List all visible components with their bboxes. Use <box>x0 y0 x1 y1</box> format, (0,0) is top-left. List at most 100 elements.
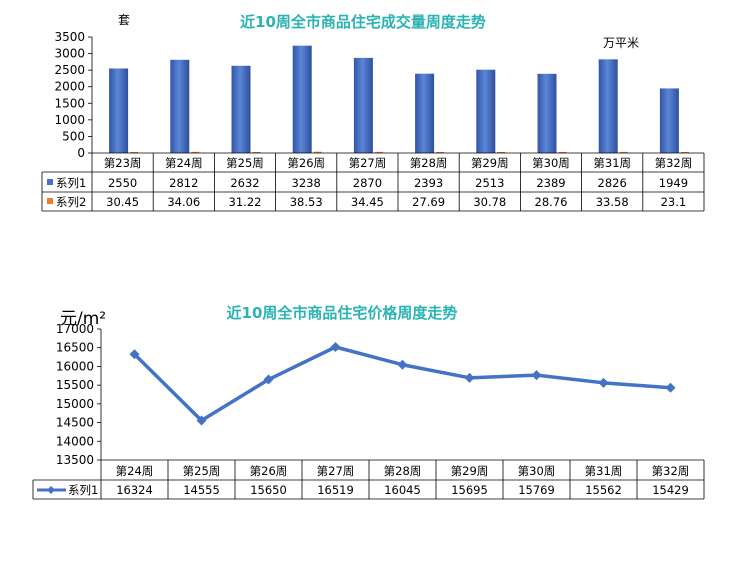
volume-table-value: 34.45 <box>351 195 384 209</box>
price-x-tick-label: 第24周 <box>116 464 154 478</box>
price-chart: 近10周全市商品住宅价格周度走势 元/m² 13500 14000 14500 150… <box>32 304 705 500</box>
volume-table-value: 2632 <box>230 176 259 190</box>
price-data-point <box>330 342 341 353</box>
volume-bar-series2 <box>619 151 628 153</box>
price-y-tick-label: 14500 <box>56 416 94 430</box>
volume-bar-series2 <box>191 151 200 153</box>
price-y-axis: 13500 14000 14500 15000 15500 16000 16500 17000 <box>56 322 102 467</box>
volume-table-value: 1949 <box>659 176 688 190</box>
price-x-tick-label: 第29周 <box>451 464 489 478</box>
volume-bar-series1 <box>537 73 557 153</box>
volume-table-value: 2389 <box>536 176 565 190</box>
price-table-value: 16519 <box>317 483 354 497</box>
price-series-line <box>133 345 671 423</box>
price-y-tick-label: 16500 <box>56 341 94 355</box>
volume-bars <box>109 45 689 154</box>
price-x-tick-label: 第28周 <box>384 464 422 478</box>
price-x-tick-label: 第32周 <box>652 464 690 478</box>
price-data-point <box>665 382 676 393</box>
volume-bar-series2 <box>497 151 506 153</box>
volume-bar-series2 <box>680 152 689 153</box>
volume-y-tick-label: 2500 <box>54 63 85 77</box>
volume-table-value: 2513 <box>475 176 504 190</box>
volume-x-tick-label: 第30周 <box>532 156 570 170</box>
volume-bar-series2 <box>374 151 383 153</box>
volume-y-tick-label: 3500 <box>54 30 85 44</box>
volume-table-value: 30.45 <box>106 195 139 209</box>
volume-y-tick-label: 500 <box>62 129 85 143</box>
volume-x-tick-label: 第25周 <box>226 156 264 170</box>
volume-table-value: 2826 <box>598 176 627 190</box>
volume-bar-series1 <box>353 57 373 153</box>
volume-table-value: 2393 <box>414 176 443 190</box>
volume-y-tick-label: 3000 <box>54 47 85 61</box>
price-data-point <box>397 359 408 370</box>
volume-table-value: 33.58 <box>596 195 629 209</box>
volume-table-value: 2812 <box>169 176 198 190</box>
volume-y-axis: 0 500 1000 1500 2000 2500 3000 3500 <box>54 30 93 160</box>
price-table-value: 15562 <box>585 483 622 497</box>
volume-x-tick-label: 第27周 <box>349 156 387 170</box>
volume-chart-title: 近10周全市商品住宅成交量周度走势 <box>240 13 486 31</box>
price-legend-swatch-marker <box>47 486 55 494</box>
volume-data-table: 第23周 第24周 第25周 第26周 第27周 第28周 第29周 第30周 第31周 第32周… <box>41 152 705 212</box>
volume-table-value: 2550 <box>108 176 137 190</box>
price-y-tick-label: 16000 <box>56 359 94 373</box>
price-table-value: 15429 <box>652 483 689 497</box>
volume-bar-series1 <box>170 59 190 153</box>
volume-table-value: 28.76 <box>535 195 568 209</box>
price-y-tick-label: 15000 <box>56 397 94 411</box>
volume-legend-swatch <box>47 198 53 204</box>
volume-bar-series2 <box>313 151 322 153</box>
volume-bar-series2 <box>130 151 139 153</box>
price-chart-title: 近10周全市商品住宅价格周度走势 <box>227 304 458 322</box>
volume-right-unit: 万平米 <box>603 36 639 50</box>
volume-chart: 近10周全市商品住宅成交量周度走势 套 万平米 0 500 1000 1500 2000… <box>41 13 705 212</box>
price-table-value: 15769 <box>518 483 555 497</box>
price-table-value: 14555 <box>183 483 220 497</box>
volume-x-tick-label: 第32周 <box>655 156 693 170</box>
price-data-point <box>196 415 207 426</box>
volume-bar-series1 <box>292 45 312 154</box>
price-y-tick-label: 13500 <box>56 453 94 467</box>
volume-bar-series1 <box>476 69 496 153</box>
price-data-point <box>263 374 274 385</box>
volume-table-value: 27.69 <box>412 195 445 209</box>
volume-table-value: 31.22 <box>229 195 262 209</box>
price-legend-label: 系列1 <box>68 483 98 497</box>
volume-table-value: 38.53 <box>290 195 323 209</box>
price-x-tick-label: 第26周 <box>250 464 288 478</box>
volume-bar-series1 <box>231 65 251 153</box>
price-data-point <box>531 370 542 381</box>
price-table-value: 15695 <box>451 483 488 497</box>
volume-y-tick-label: 1000 <box>54 113 85 127</box>
volume-bar-series2 <box>436 152 445 153</box>
volume-legend-swatch <box>47 179 53 185</box>
volume-bar-series2 <box>252 151 261 153</box>
volume-legend-label: 系列2 <box>56 195 86 209</box>
volume-bar-series2 <box>558 152 567 153</box>
price-x-tick-label: 第25周 <box>183 464 221 478</box>
volume-x-tick-label: 第26周 <box>287 156 325 170</box>
volume-legend-label: 系列1 <box>56 176 86 190</box>
volume-bar-series1 <box>109 68 129 153</box>
volume-bar-series1 <box>598 59 618 153</box>
price-data-point <box>464 372 475 383</box>
price-x-tick-label: 第27周 <box>317 464 355 478</box>
price-x-tick-label: 第31周 <box>585 464 623 478</box>
price-table-value: 16045 <box>384 483 421 497</box>
price-y-unit: 元/m² <box>60 309 106 329</box>
price-data-point <box>129 349 140 360</box>
volume-table-value: 3238 <box>292 176 321 190</box>
price-y-tick-label: 17000 <box>56 322 94 336</box>
volume-y-tick-label: 1500 <box>54 96 85 110</box>
price-x-tick-label: 第30周 <box>518 464 556 478</box>
volume-bar-series1 <box>659 88 679 153</box>
volume-x-tick-label: 第31周 <box>593 156 631 170</box>
price-line <box>129 342 676 426</box>
volume-x-tick-label: 第28周 <box>410 156 448 170</box>
volume-y-tick-label: 0 <box>77 146 85 160</box>
price-data-point <box>598 377 609 388</box>
